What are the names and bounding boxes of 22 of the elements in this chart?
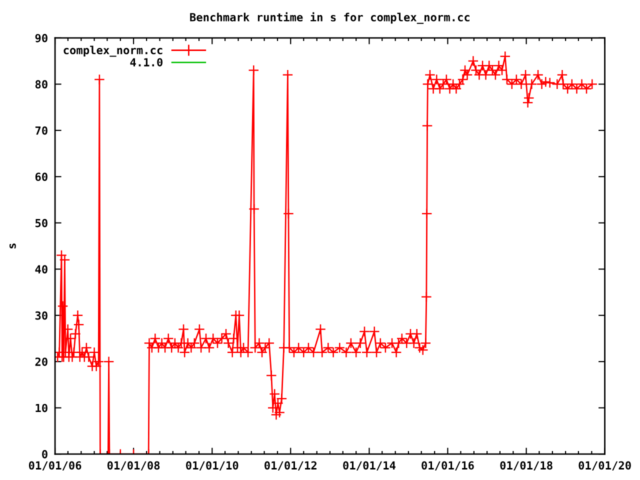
legend-label: complex_norm.cc xyxy=(64,46,162,57)
y-tick-label: 90 xyxy=(35,34,48,42)
x-tick-label: 01/01/10 xyxy=(186,461,238,470)
y-tick-label: 0 xyxy=(42,450,48,458)
y-tick-label: 50 xyxy=(35,218,48,228)
y-tick-label: 10 xyxy=(36,404,48,412)
y-axis-title: s xyxy=(10,244,16,248)
x-tick-label: 01/01/08 xyxy=(107,461,160,470)
y-tick-label: 80 xyxy=(35,80,48,89)
y-tick-label: 30 xyxy=(35,311,48,320)
legend-label: 4.1.0 xyxy=(130,58,162,66)
y-tick-label: 20 xyxy=(35,358,48,366)
x-tick-label: 01/01/20 xyxy=(578,461,631,470)
x-tick-label: 01/01/14 xyxy=(343,461,396,470)
x-tick-label: 01/01/06 xyxy=(28,461,82,470)
x-tick-label: 01/01/18 xyxy=(500,461,552,470)
chart-title: Benchmark runtime in s for complex_norm.cc xyxy=(190,12,470,24)
y-tick-label: 40 xyxy=(35,265,48,274)
y-tick-label: 70 xyxy=(35,126,48,135)
x-tick-label: 01/01/16 xyxy=(422,461,474,470)
y-tick-label: 60 xyxy=(35,172,48,182)
x-tick-label: 01/01/12 xyxy=(264,461,316,470)
